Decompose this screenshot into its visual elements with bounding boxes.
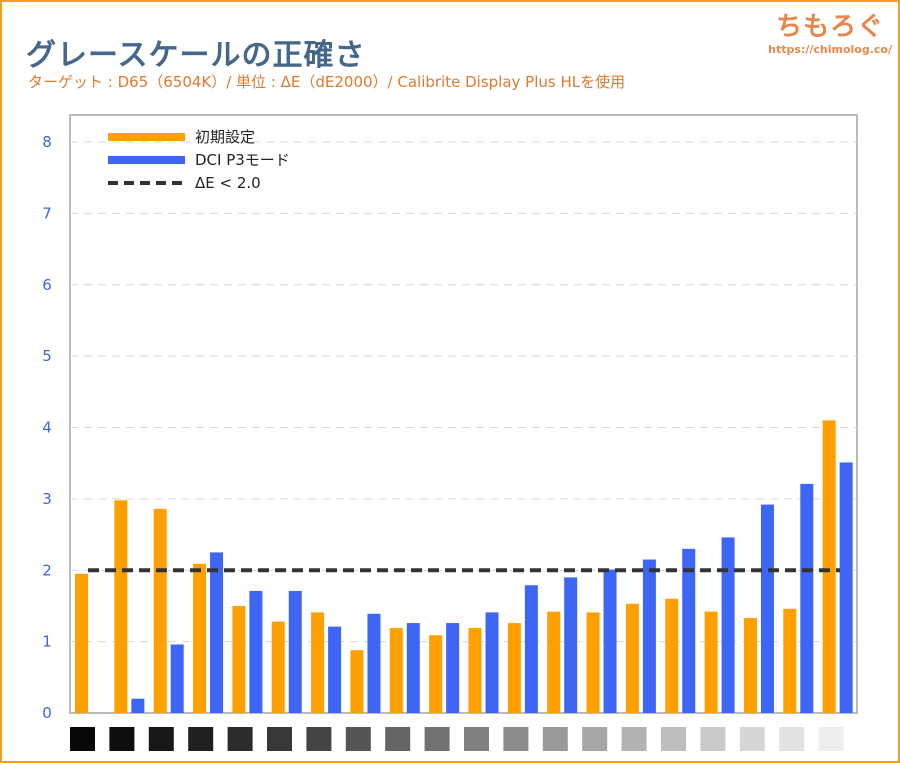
gray-swatch <box>188 727 214 751</box>
gray-swatch <box>148 727 174 751</box>
y-tick-label: 1 <box>42 633 52 651</box>
y-tick-label: 4 <box>42 419 52 437</box>
bar-dci-p3 <box>446 623 460 713</box>
bar-dci-p3 <box>170 644 184 713</box>
legend-label: DCI P3モード <box>195 151 290 169</box>
y-tick-label: 2 <box>42 561 52 579</box>
gray-swatch <box>109 727 135 751</box>
gray-swatch <box>582 727 608 751</box>
bar-dci-p3 <box>800 483 814 713</box>
bar-dci-p3 <box>682 548 696 713</box>
bar-default <box>389 628 403 713</box>
y-tick-label: 5 <box>42 347 52 365</box>
gray-swatch <box>70 727 95 751</box>
bar-default <box>429 635 443 713</box>
gray-swatch <box>542 727 568 751</box>
bar-dci-p3 <box>524 585 538 713</box>
gray-swatch <box>700 727 726 751</box>
bar-dci-p3 <box>406 623 420 713</box>
bar-dci-p3 <box>328 626 342 713</box>
chart-subtitle: ターゲット : D65（6504K）/ 単位 : ΔE（dE2000）/ Cal… <box>28 73 626 91</box>
bar-default <box>507 623 521 713</box>
chart-title: グレースケールの正確さ <box>26 38 366 73</box>
bar-default <box>704 611 718 713</box>
bar-default <box>114 500 128 713</box>
y-tick-label: 8 <box>42 133 52 151</box>
bar-default <box>547 611 561 713</box>
gray-swatch <box>345 727 371 751</box>
bar-dci-p3 <box>564 577 578 713</box>
bar-default <box>232 605 246 713</box>
bar-dci-p3 <box>721 537 735 713</box>
gray-swatch <box>818 727 844 751</box>
gray-swatch <box>267 727 292 751</box>
bar-dci-p3 <box>839 462 853 713</box>
y-tick-label: 7 <box>42 204 52 222</box>
gray-swatch <box>385 727 411 751</box>
gray-swatch <box>621 727 647 751</box>
y-tick-label: 3 <box>42 490 52 508</box>
legend-label: ΔE < 2.0 <box>195 174 261 192</box>
logo-url: https://chimolog.co/ <box>768 43 892 56</box>
y-tick-label: 0 <box>42 704 52 722</box>
bar-default <box>311 612 325 713</box>
bar-default <box>350 650 364 713</box>
bar-default <box>586 612 600 713</box>
legend-label: 初期設定 <box>195 128 255 146</box>
gray-swatch <box>306 727 332 751</box>
bar-dci-p3 <box>485 612 499 713</box>
gray-swatch <box>227 727 253 751</box>
gray-swatch <box>424 727 450 751</box>
bar-dci-p3 <box>131 698 145 713</box>
bar-default <box>743 618 757 713</box>
bar-dci-p3 <box>642 559 656 713</box>
gray-swatch <box>503 727 529 751</box>
site-logo: ちもろぐ https://chimolog.co/ <box>768 6 892 56</box>
bar-dci-p3 <box>760 504 774 713</box>
logo-text: ちもろぐ <box>776 12 885 42</box>
gray-swatch <box>739 727 765 751</box>
bar-default <box>822 420 836 713</box>
bar-default <box>75 573 88 713</box>
bar-dci-p3 <box>249 590 263 713</box>
bar-dci-p3 <box>603 569 617 713</box>
gray-swatch <box>464 727 489 751</box>
y-tick-label: 6 <box>42 276 52 294</box>
plot-area <box>69 114 858 714</box>
bar-default <box>625 603 639 713</box>
bar-default <box>468 628 482 713</box>
bar-default <box>783 608 797 713</box>
bar-dci-p3 <box>288 590 302 713</box>
bar-default <box>271 621 285 713</box>
bar-default <box>193 563 207 713</box>
bar-dci-p3 <box>210 552 224 713</box>
bar-default <box>153 508 167 713</box>
gray-swatch <box>779 727 805 751</box>
gray-swatch <box>661 727 686 751</box>
bar-dci-p3 <box>367 613 381 713</box>
bar-default <box>665 598 679 713</box>
